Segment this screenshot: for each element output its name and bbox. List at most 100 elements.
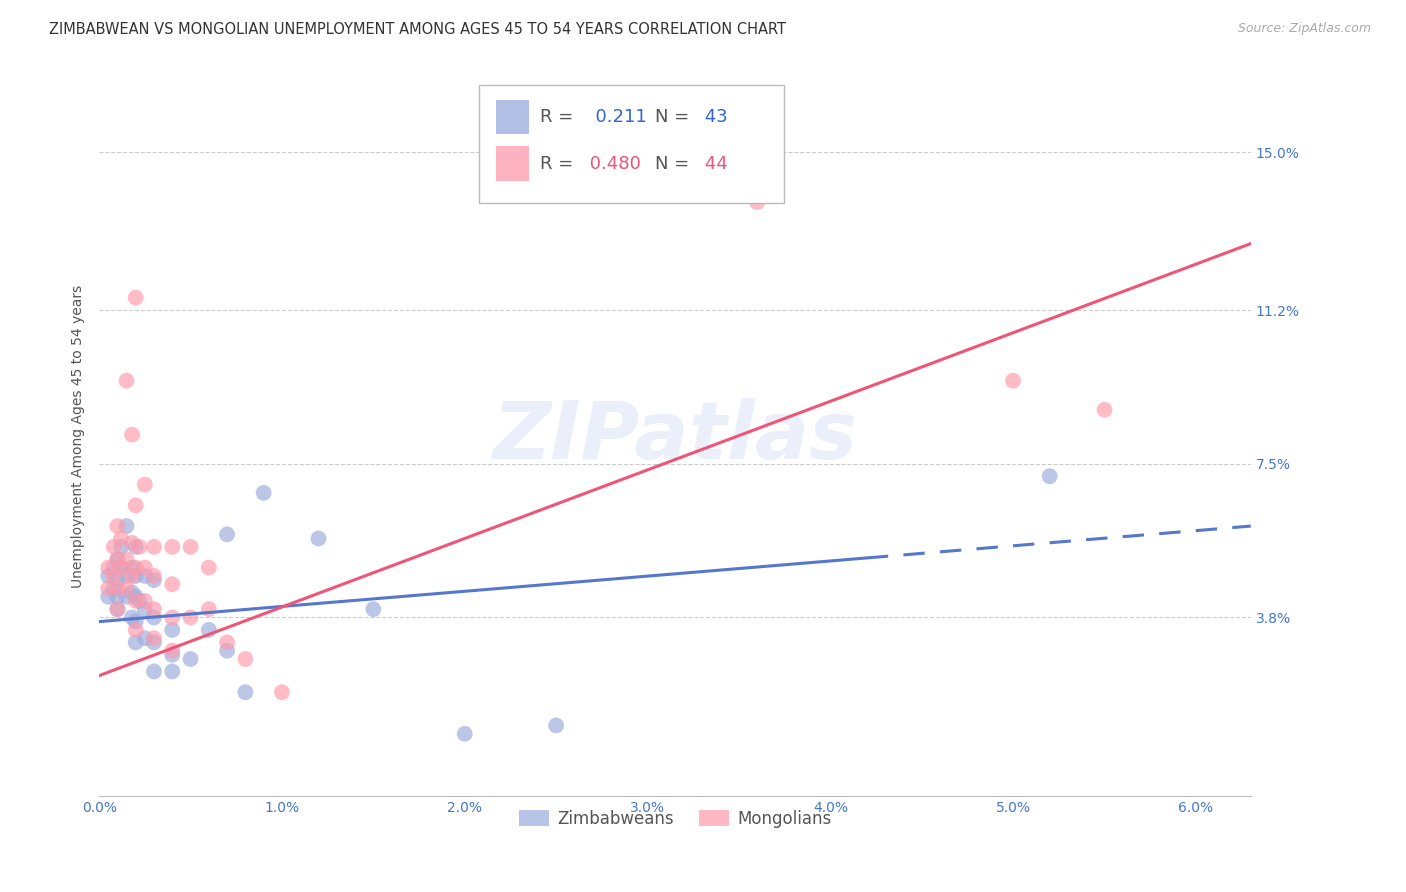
Point [103, 569, 125, 583]
Text: 0.480: 0.480 [583, 154, 641, 173]
Point [107, 573, 129, 587]
Point [217, 643, 239, 657]
Bar [496, 146, 529, 181]
Point [180, 540, 202, 554]
Point [235, 685, 257, 699]
Point [110, 540, 132, 554]
Point [143, 573, 166, 587]
Point [217, 635, 239, 649]
Point [162, 648, 184, 662]
Point [125, 498, 148, 512]
Text: R =: R = [540, 154, 574, 173]
Point [134, 569, 156, 583]
Point [198, 602, 221, 616]
Text: ZIPatlas: ZIPatlas [492, 398, 858, 475]
Point [747, 195, 769, 210]
Point [121, 560, 143, 574]
Point [143, 665, 166, 679]
Point [125, 623, 148, 637]
Point [134, 477, 156, 491]
Point [546, 718, 568, 732]
Point [162, 577, 184, 591]
Point [107, 602, 129, 616]
Point [143, 632, 166, 646]
Point [107, 582, 129, 596]
Point [125, 560, 148, 574]
Point [110, 560, 132, 574]
Point [121, 427, 143, 442]
Point [115, 552, 138, 566]
Point [97, 560, 120, 574]
Point [115, 374, 138, 388]
Point [217, 527, 239, 541]
Point [363, 602, 385, 616]
Point [107, 590, 129, 604]
Point [121, 569, 143, 583]
Point [162, 610, 184, 624]
Text: ZIMBABWEAN VS MONGOLIAN UNEMPLOYMENT AMONG AGES 45 TO 54 YEARS CORRELATION CHART: ZIMBABWEAN VS MONGOLIAN UNEMPLOYMENT AMO… [49, 22, 786, 37]
Text: R =: R = [540, 108, 574, 126]
Text: Source: ZipAtlas.com: Source: ZipAtlas.com [1237, 22, 1371, 36]
Point [180, 652, 202, 666]
Point [271, 685, 294, 699]
Point [162, 540, 184, 554]
Point [728, 186, 751, 201]
Point [125, 590, 148, 604]
Point [162, 623, 184, 637]
Point [235, 652, 257, 666]
Point [121, 535, 143, 549]
Point [198, 623, 221, 637]
Point [115, 590, 138, 604]
Point [125, 635, 148, 649]
Point [1002, 374, 1025, 388]
Point [115, 569, 138, 583]
Point [110, 560, 132, 574]
Point [134, 594, 156, 608]
Legend: Zimbabweans, Mongolians: Zimbabweans, Mongolians [512, 803, 838, 835]
Point [143, 540, 166, 554]
Point [198, 560, 221, 574]
Point [115, 582, 138, 596]
Point [128, 594, 150, 608]
Point [107, 552, 129, 566]
Point [121, 610, 143, 624]
Point [180, 610, 202, 624]
Text: N =: N = [655, 154, 689, 173]
Point [1039, 469, 1062, 483]
Text: 43: 43 [699, 108, 728, 126]
Point [143, 569, 166, 583]
Point [97, 590, 120, 604]
Point [125, 569, 148, 583]
Text: N =: N = [655, 108, 689, 126]
Y-axis label: Unemployment Among Ages 45 to 54 years: Unemployment Among Ages 45 to 54 years [72, 285, 86, 589]
Point [107, 602, 129, 616]
Point [115, 519, 138, 533]
Point [125, 540, 148, 554]
Point [103, 540, 125, 554]
Text: 0.211: 0.211 [583, 108, 647, 126]
Point [97, 582, 120, 596]
Point [1094, 402, 1116, 417]
Point [110, 532, 132, 546]
Point [143, 635, 166, 649]
Point [121, 585, 143, 599]
Point [134, 560, 156, 574]
Point [125, 594, 148, 608]
Bar [496, 100, 529, 134]
Point [125, 615, 148, 629]
Point [125, 291, 148, 305]
FancyBboxPatch shape [479, 85, 785, 203]
Point [97, 569, 120, 583]
Point [107, 552, 129, 566]
Point [103, 560, 125, 574]
Point [128, 540, 150, 554]
Point [162, 665, 184, 679]
Point [134, 632, 156, 646]
Point [162, 643, 184, 657]
Point [143, 602, 166, 616]
Point [103, 582, 125, 596]
Text: 44: 44 [699, 154, 728, 173]
Point [107, 519, 129, 533]
Point [454, 727, 477, 741]
Point [308, 532, 330, 546]
